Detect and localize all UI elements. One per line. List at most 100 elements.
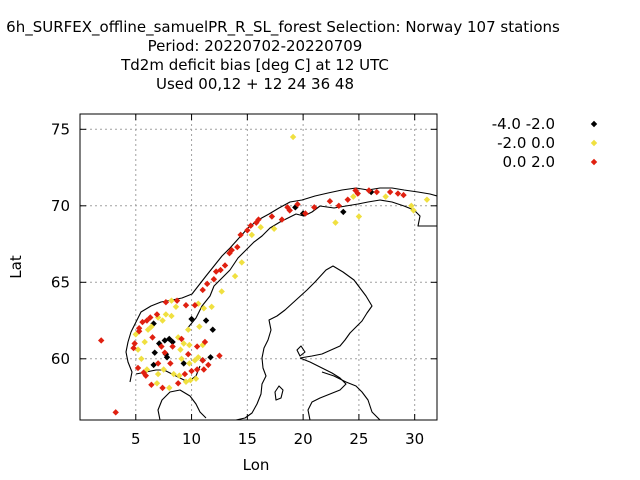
data-point-series-2: [203, 280, 211, 288]
data-point-series-1: [185, 326, 192, 333]
data-point-series-2: [148, 381, 155, 389]
legend: -4.0 -2.0-2.0 0.00.0 2.0: [492, 115, 598, 171]
legend-label: -4.0 -2.0: [492, 115, 555, 133]
data-point-series-0: [151, 349, 158, 356]
data-point-series-2: [226, 250, 233, 257]
data-point-series-2: [311, 204, 318, 211]
chart-title-line-3: Td2m deficit bias [deg C] at 12 UTC: [120, 56, 389, 74]
data-point-series-2: [210, 276, 218, 283]
data-point-series-1: [199, 341, 206, 349]
data-point-series-2: [294, 201, 301, 208]
grid-lines: [80, 114, 437, 420]
data-point-series-1: [410, 207, 417, 214]
legend-marker: [590, 120, 598, 128]
data-point-series-1: [168, 312, 175, 320]
data-point-series-1: [423, 196, 431, 203]
data-point-series-2: [217, 266, 224, 274]
data-point-series-1: [180, 340, 187, 347]
legend-marker: [590, 158, 598, 166]
data-point-series-1: [154, 370, 162, 378]
data-point-series-1: [200, 305, 208, 312]
data-point-series-2: [173, 297, 181, 304]
data-point-series-1: [408, 202, 415, 209]
data-point-series-1: [208, 303, 215, 310]
data-point-series-1: [178, 355, 185, 362]
data-point-series-1: [195, 354, 202, 361]
data-point-series-1: [289, 133, 297, 141]
y-tick-label: 75: [51, 120, 70, 138]
x-tick-label: 10: [182, 430, 201, 448]
data-point-series-1: [332, 219, 339, 226]
data-point-series-2: [158, 343, 165, 350]
x-tick-label: 5: [131, 430, 141, 448]
chart-title-line-1: 6h_SURFEX_offline_samuelPR_R_SL_forest S…: [6, 18, 560, 37]
data-point-series-1: [182, 378, 190, 385]
y-tick-label: 65: [51, 273, 70, 291]
chart-title-line-2: Period: 20220702-20220709: [148, 37, 363, 55]
data-point-series-2: [205, 361, 212, 369]
aland-islands: [296, 345, 306, 357]
y-axis-label: Lat: [7, 255, 25, 279]
data-point-series-1: [248, 231, 256, 239]
data-point-series-2: [365, 187, 373, 194]
data-point-series-1: [196, 323, 203, 330]
coastline-map: [125, 187, 437, 420]
data-point-series-0: [163, 354, 171, 361]
data-point-series-0: [188, 315, 195, 323]
data-point-series-2: [199, 357, 206, 364]
data-point-series-2: [278, 216, 286, 223]
legend-label: -2.0 0.0: [497, 134, 555, 152]
data-point-series-2: [234, 243, 241, 251]
y-tick-label: 70: [51, 197, 70, 215]
data-point-series-1: [257, 224, 264, 231]
data-point-series-1: [191, 357, 199, 364]
data-point-series-2: [400, 191, 407, 199]
data-point-series-2: [130, 344, 137, 352]
denmark-coastline: [157, 389, 207, 420]
data-point-series-1: [138, 355, 145, 362]
data-point-series-2: [221, 262, 229, 269]
data-point-series-1: [270, 225, 278, 232]
data-point-series-0: [202, 317, 210, 324]
data-point-series-1: [153, 380, 161, 387]
data-point-series-1: [238, 259, 245, 266]
data-point-series-2: [135, 325, 143, 332]
data-point-series-1: [141, 338, 148, 346]
data-point-series-2: [161, 349, 168, 356]
data-point-series-1: [382, 193, 389, 200]
data-point-series-2: [247, 222, 254, 229]
x-axis-label: Lon: [243, 456, 270, 474]
data-point-series-2: [344, 196, 351, 203]
data-point-series-2: [169, 343, 176, 350]
data-point-series-2: [142, 372, 150, 379]
norway-inland-border: [185, 199, 437, 331]
data-point-series-1: [148, 323, 155, 330]
x-tick-label: 15: [238, 430, 257, 448]
data-point-series-1: [192, 375, 200, 382]
x-tick-label: 30: [405, 430, 424, 448]
data-point-series-1: [350, 193, 357, 200]
data-point-series-1: [170, 370, 177, 378]
data-point-series-2: [268, 213, 276, 220]
data-point-series-2: [193, 343, 201, 350]
data-point-series-2: [162, 298, 170, 306]
chart-title-line-4: Used 00,12 + 12 24 36 48: [156, 75, 354, 93]
baltic-coastline: [321, 371, 381, 420]
data-point-series-2: [112, 409, 119, 416]
data-point-series-1: [176, 372, 183, 379]
data-point-series-1: [177, 346, 184, 353]
data-point-series-2: [181, 370, 189, 378]
data-point-series-2: [159, 384, 166, 392]
data-point-series-2: [97, 337, 105, 344]
data-point-series-0: [169, 338, 176, 346]
data-points: [97, 133, 431, 416]
data-point-series-1: [166, 384, 173, 392]
data-point-series-1: [218, 288, 225, 295]
data-point-series-1: [187, 377, 194, 384]
data-point-series-0: [207, 354, 214, 361]
data-point-series-2: [237, 231, 244, 239]
data-point-series-1: [132, 331, 139, 338]
legend-marker: [590, 139, 598, 147]
data-point-series-2: [149, 334, 156, 341]
